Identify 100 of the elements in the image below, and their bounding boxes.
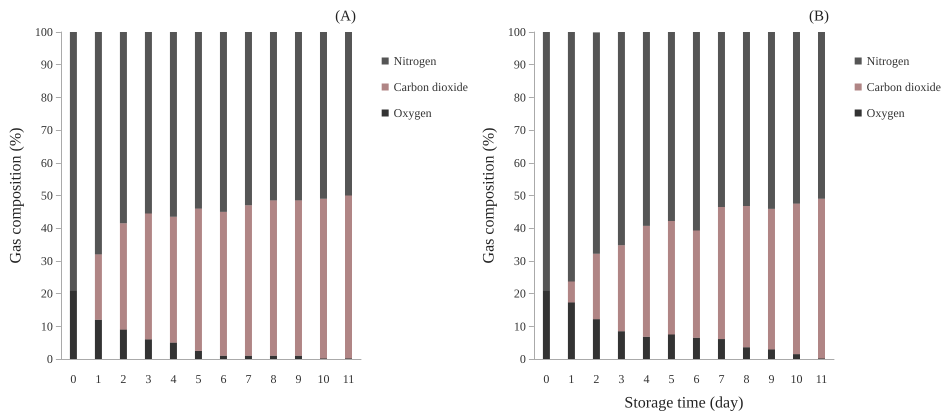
- y-tick-label: 0: [46, 352, 53, 366]
- bar: [294, 356, 302, 359]
- legend-label: Nitrogen: [394, 54, 436, 68]
- bar: [144, 339, 152, 359]
- legend-label: Nitrogen: [866, 54, 910, 68]
- x-tick-label: 11: [342, 372, 354, 386]
- bar: [718, 206, 725, 340]
- bar: [718, 339, 725, 359]
- bar: [692, 230, 700, 338]
- y-tick-label: 60: [40, 156, 53, 170]
- chart-title: (B): [809, 8, 830, 24]
- bar: [194, 32, 202, 209]
- legend-label: Carbon dioxide: [394, 80, 468, 94]
- bar: [144, 213, 152, 340]
- bar: [818, 198, 825, 358]
- y-tick-label: 10: [40, 319, 53, 334]
- x-tick-label: 1: [95, 372, 102, 386]
- bar: [344, 196, 352, 358]
- y-tick-label: 40: [514, 221, 526, 236]
- x-tick-label: 10: [790, 372, 802, 386]
- x-tick-label: 3: [145, 372, 152, 386]
- bar: [94, 32, 102, 254]
- bar: [294, 32, 302, 200]
- bar: [592, 32, 600, 254]
- y-tick-label: 80: [40, 90, 53, 104]
- bar: [768, 32, 775, 209]
- x-tick-label: 9: [768, 372, 774, 386]
- x-tick-label: 9: [295, 372, 302, 386]
- y-tick-label: 40: [40, 221, 53, 236]
- bar: [568, 282, 575, 302]
- y-tick-label: 0: [520, 352, 526, 366]
- bar: [792, 32, 800, 204]
- bar: [542, 290, 550, 359]
- bar: [220, 32, 227, 212]
- y-tick-label: 30: [40, 254, 53, 268]
- bar: [270, 32, 277, 200]
- bar: [792, 204, 800, 354]
- bar: [120, 330, 127, 359]
- bar: [768, 208, 775, 350]
- legend-label: Oxygen: [394, 106, 432, 120]
- bar: [592, 254, 600, 320]
- bar: [618, 32, 625, 246]
- bar: [170, 32, 177, 217]
- y-axis-title: Gas composition (%): [480, 128, 498, 264]
- bar: [320, 198, 327, 358]
- x-tick-label: 6: [220, 372, 226, 386]
- bar: [194, 350, 202, 359]
- x-tick-label: 2: [593, 372, 600, 386]
- x-tick-label: 4: [643, 372, 650, 386]
- bar: [568, 302, 575, 359]
- bar: [70, 32, 77, 290]
- x-tick-label: 7: [245, 372, 252, 386]
- x-tick-label: 2: [120, 372, 126, 386]
- bar: [170, 216, 177, 343]
- bar: [568, 32, 575, 282]
- bar: [642, 336, 650, 359]
- x-tick-label: 5: [195, 372, 202, 386]
- bar: [618, 245, 625, 332]
- y-tick-label: 100: [508, 25, 526, 39]
- x-tick-label: 0: [543, 372, 550, 386]
- bar: [320, 32, 327, 199]
- bar: [244, 32, 252, 206]
- bar: [344, 32, 352, 196]
- x-tick-label: 6: [693, 372, 700, 386]
- bar: [270, 356, 277, 359]
- bar: [692, 32, 700, 230]
- bar: [144, 32, 152, 214]
- y-tick-label: 50: [514, 188, 526, 202]
- bar: [768, 350, 775, 359]
- x-tick-label: 8: [743, 372, 750, 386]
- bar: [642, 226, 650, 337]
- bar: [220, 212, 227, 356]
- bar: [94, 254, 102, 320]
- bar: [294, 200, 302, 356]
- y-tick-label: 100: [34, 25, 53, 39]
- bar: [742, 347, 750, 359]
- bar: [742, 206, 750, 348]
- bar: [742, 32, 750, 206]
- y-tick-label: 70: [40, 123, 53, 138]
- bar: [818, 32, 825, 199]
- bar: [194, 208, 202, 351]
- x-tick-label: 11: [816, 372, 828, 386]
- x-tick-label: 0: [70, 372, 76, 386]
- y-tick-label: 60: [514, 156, 526, 170]
- x-tick-label: 1: [568, 372, 574, 386]
- y-tick-label: 20: [514, 286, 526, 301]
- y-tick-label: 30: [514, 254, 526, 268]
- bar: [668, 334, 675, 359]
- legend-label: Carbon dioxide: [866, 80, 942, 94]
- bar: [618, 331, 625, 359]
- chart-title: (A): [335, 8, 356, 24]
- x-axis-title: Storage time (day): [624, 394, 744, 412]
- x-tick-label: 10: [317, 372, 330, 386]
- y-tick-label: 20: [40, 286, 53, 301]
- x-tick-label: 8: [270, 372, 276, 386]
- x-tick-label: 3: [618, 372, 624, 386]
- bar: [668, 221, 675, 334]
- bar: [244, 205, 252, 356]
- bar: [120, 223, 127, 330]
- bar: [718, 32, 725, 207]
